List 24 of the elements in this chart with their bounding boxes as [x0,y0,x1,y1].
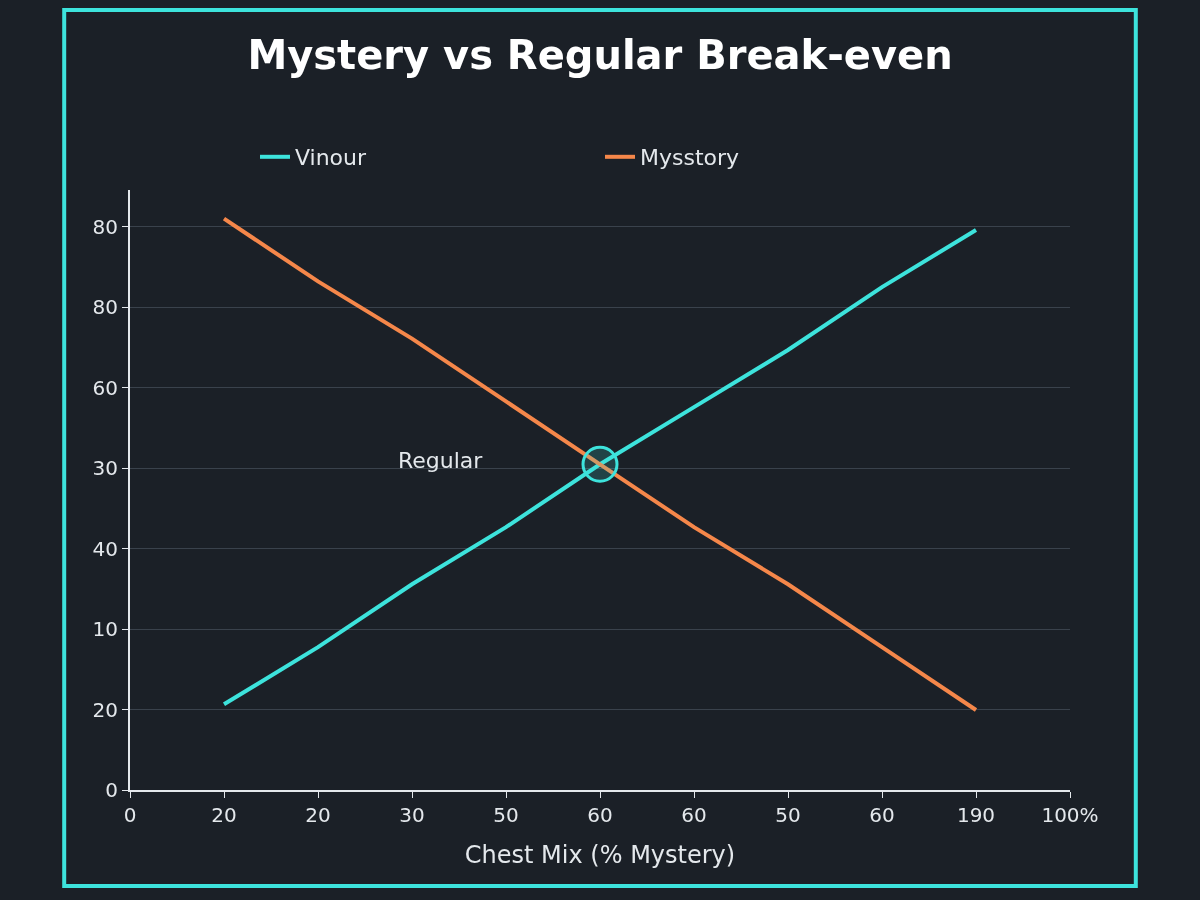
category-label: 40 [92,536,118,561]
category-label: 0 [105,778,118,802]
x-tick-label: 0 [123,803,137,827]
category-label: 80 [92,214,118,239]
category-label: 30 [92,456,118,481]
x-tick-label: 50 [775,803,801,827]
x-tick-label: 50 [493,803,519,827]
x-tick-label: 190 [956,803,996,827]
category-label: 60 [92,375,118,400]
x-tick-label: 20 [211,803,237,827]
chart-title: Mystery vs Regular Break-even [247,31,953,78]
annotation: Regular [398,448,484,473]
category-label: 10 [92,617,118,642]
x-tick-label: 60 [681,803,707,827]
legend-label: Mysstory [640,145,740,171]
x-axis-title: Chest Mix (% Mystery) [464,840,736,869]
x-tick-label: 100% [1041,803,1099,827]
category-label: 20 [92,697,118,722]
x-tick-label: 20 [305,803,331,827]
x-tick-label: 30 [399,803,425,827]
legend-label: Vinour [295,145,368,171]
x-tick-label: 60 [587,803,613,827]
category-label: 80 [92,295,118,320]
x-tick-label: 60 [869,803,895,827]
